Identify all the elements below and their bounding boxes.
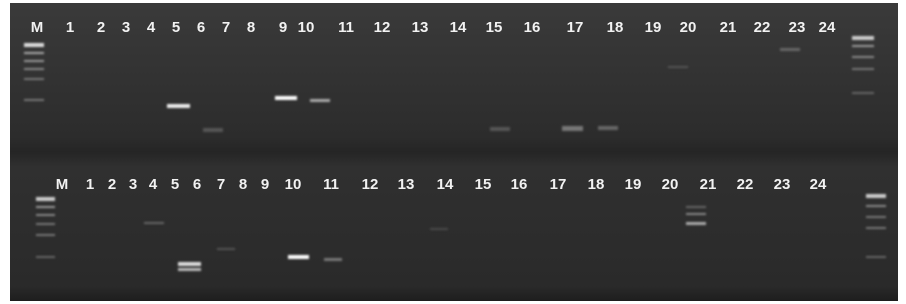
lane-label: 13 bbox=[412, 19, 429, 36]
lane-label: 15 bbox=[475, 176, 492, 193]
lane-label: 1 bbox=[66, 19, 74, 36]
lane-label: 19 bbox=[645, 19, 662, 36]
gel-image: M123456789101112131415161718192021222324… bbox=[0, 0, 906, 304]
lane-label: 9 bbox=[261, 176, 269, 193]
lane-label: 23 bbox=[789, 19, 806, 36]
lane-label: 16 bbox=[511, 176, 528, 193]
lane-label: M bbox=[31, 19, 44, 36]
lane-label: M bbox=[56, 176, 69, 193]
lane-label: 22 bbox=[754, 19, 771, 36]
lane-label: 4 bbox=[147, 19, 156, 36]
lane-label: 15 bbox=[486, 19, 503, 36]
lane-label: 2 bbox=[97, 19, 105, 36]
lane-label: 5 bbox=[171, 176, 179, 193]
lane-label: 14 bbox=[450, 19, 467, 36]
lane-label: 6 bbox=[197, 19, 205, 36]
lane-label: 21 bbox=[720, 19, 737, 36]
lane-label: 18 bbox=[607, 19, 624, 36]
lane-label: 13 bbox=[398, 176, 415, 193]
gel-background bbox=[10, 3, 898, 301]
lane-label: 5 bbox=[172, 19, 180, 36]
lane-label: 12 bbox=[374, 19, 391, 36]
lane-label: 23 bbox=[774, 176, 791, 193]
lane-label: 14 bbox=[437, 176, 454, 193]
lane-label: 12 bbox=[362, 176, 379, 193]
lane-label: 2 bbox=[108, 176, 116, 193]
lane-label: 24 bbox=[819, 19, 836, 36]
lane-label: 20 bbox=[680, 19, 697, 36]
lane-label: 11 bbox=[338, 19, 354, 36]
lane-label: 10 bbox=[298, 19, 315, 36]
lane-label: 3 bbox=[122, 19, 130, 36]
lane-label: 8 bbox=[247, 19, 255, 36]
lane-label: 11 bbox=[323, 176, 339, 193]
lane-label: 24 bbox=[810, 176, 827, 193]
lane-label: 4 bbox=[149, 176, 158, 193]
lane-label: 21 bbox=[700, 176, 717, 193]
lane-label: 7 bbox=[222, 19, 230, 36]
lane-label: 7 bbox=[217, 176, 225, 193]
lane-label: 19 bbox=[625, 176, 642, 193]
lane-label: 3 bbox=[129, 176, 137, 193]
lane-label: 6 bbox=[193, 176, 201, 193]
lane-label: 8 bbox=[239, 176, 247, 193]
lane-label: 17 bbox=[550, 176, 567, 193]
lane-label: 16 bbox=[524, 19, 541, 36]
lane-label: 17 bbox=[567, 19, 584, 36]
lane-label: 20 bbox=[662, 176, 679, 193]
lane-label: 1 bbox=[86, 176, 94, 193]
lane-label: 18 bbox=[588, 176, 605, 193]
lane-label: 9 bbox=[279, 19, 287, 36]
lane-label: 10 bbox=[285, 176, 302, 193]
lane-label: 22 bbox=[737, 176, 754, 193]
